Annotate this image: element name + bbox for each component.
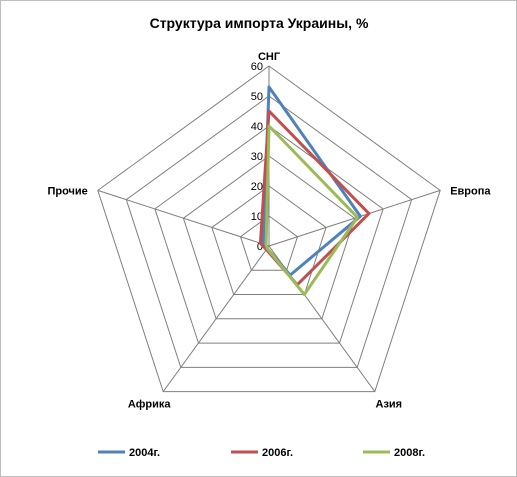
data-series <box>258 85 371 296</box>
legend-label-1: 2006г. <box>262 447 293 459</box>
spoke-3 <box>162 245 270 392</box>
series-line-2 <box>264 124 359 296</box>
spoke-1 <box>268 189 441 247</box>
tick-label-30: 30 <box>251 151 263 163</box>
grid-ring-20 <box>211 185 327 295</box>
grid-ring-10 <box>239 215 299 271</box>
grid-ring-40 <box>154 125 384 344</box>
tick-label-40: 40 <box>251 121 263 133</box>
category-label-1: Европа <box>450 185 491 197</box>
category-labels: СНГ Европа Азия Африка Прочие <box>47 51 491 411</box>
radar-grid <box>97 65 441 393</box>
spoke-4 <box>97 189 270 247</box>
category-label-0: СНГ <box>258 51 281 63</box>
legend: 2004г. 2006г. 2008г. <box>98 447 425 459</box>
grid-ring-50 <box>125 95 413 368</box>
grid-ring-30 <box>182 155 356 320</box>
tick-label-50: 50 <box>251 91 263 103</box>
radial-axis-ticks: 0 10 20 30 40 50 60 <box>251 61 263 253</box>
chart-title: Структура импорта Украины, % <box>150 15 369 31</box>
category-label-4: Прочие <box>47 185 87 197</box>
tick-label-0: 0 <box>257 241 263 253</box>
category-label-2: Азия <box>376 399 403 411</box>
legend-label-2: 2008г. <box>394 447 425 459</box>
tick-label-10: 10 <box>251 211 263 223</box>
legend-label-0: 2004г. <box>129 447 160 459</box>
category-label-3: Африка <box>128 399 172 411</box>
tick-label-20: 20 <box>251 181 263 193</box>
tick-label-60: 60 <box>251 61 263 73</box>
grid-ring-60 <box>97 65 441 393</box>
